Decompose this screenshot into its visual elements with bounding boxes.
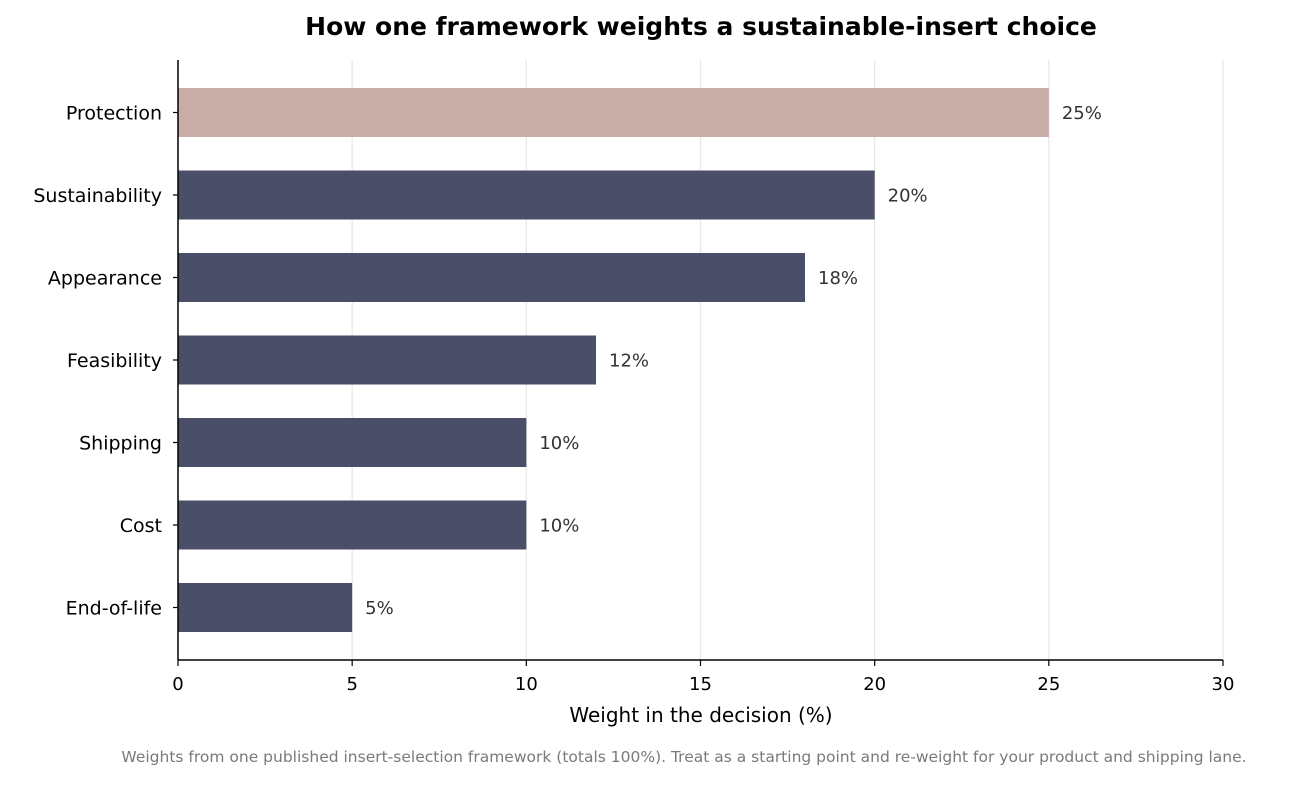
category-label-appearance: Appearance xyxy=(48,268,162,290)
bar-sustainability xyxy=(178,170,875,220)
value-label-feasibility: 12% xyxy=(609,351,649,372)
axes xyxy=(173,60,1224,666)
bars xyxy=(178,88,1049,632)
value-label-cost: 10% xyxy=(539,516,579,537)
chart-title: How one framework weights a sustainable-… xyxy=(305,12,1097,41)
x-axis-title: Weight in the decision (%) xyxy=(569,703,832,727)
x-tick-label-0: 0 xyxy=(172,674,183,695)
chart-footnote: Weights from one published insert-select… xyxy=(121,748,1246,766)
x-tick-label-20: 20 xyxy=(863,674,886,695)
category-label-sustainability: Sustainability xyxy=(33,185,162,207)
category-label-feasibility: Feasibility xyxy=(67,350,162,372)
bar-end-of-life xyxy=(178,583,353,632)
value-label-protection: 25% xyxy=(1062,103,1102,124)
bar-shipping xyxy=(178,418,527,467)
bar-appearance xyxy=(178,253,805,302)
category-label-shipping: Shipping xyxy=(79,433,162,455)
x-tick-label-5: 5 xyxy=(346,674,357,695)
x-tick-label-10: 10 xyxy=(515,674,538,695)
bar-feasibility xyxy=(178,335,596,385)
x-tick-label-15: 15 xyxy=(689,674,712,695)
labels: Protection 25% Sustainability 20% Appearance… xyxy=(33,103,1234,696)
category-label-cost: Cost xyxy=(120,515,162,537)
category-label-end-of-life: End-of-life xyxy=(66,598,162,620)
value-label-appearance: 18% xyxy=(818,268,858,289)
x-tick-label-30: 30 xyxy=(1212,674,1235,695)
bar-cost xyxy=(178,500,527,550)
bar-protection xyxy=(178,88,1049,137)
value-label-end-of-life: 5% xyxy=(365,598,394,619)
value-label-sustainability: 20% xyxy=(888,186,928,207)
gridlines xyxy=(351,60,1224,660)
x-tick-label-25: 25 xyxy=(1037,674,1060,695)
value-label-shipping: 10% xyxy=(539,433,579,454)
category-label-protection: Protection xyxy=(66,103,162,125)
